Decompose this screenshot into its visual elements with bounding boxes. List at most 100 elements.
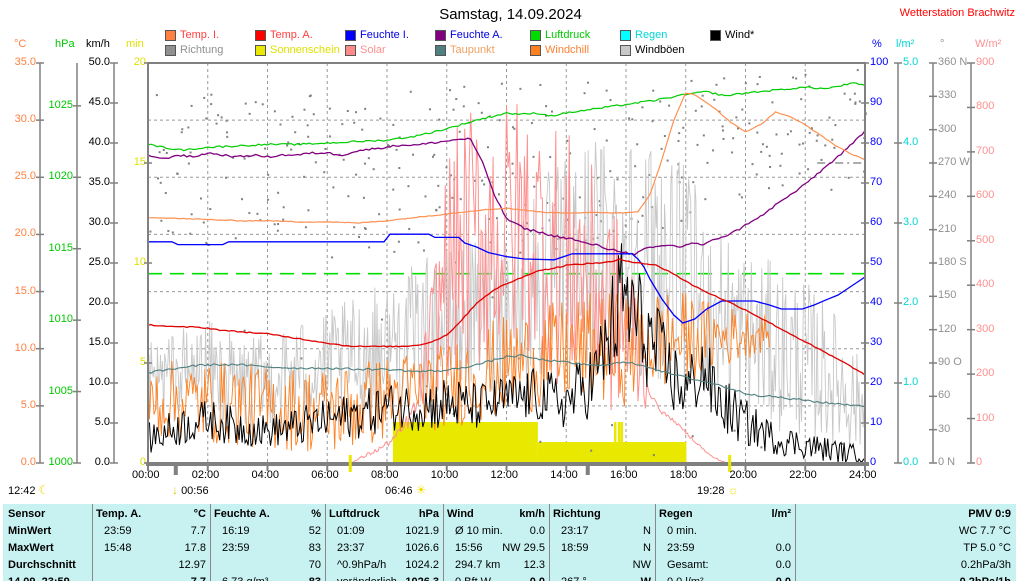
direction-dot: [609, 170, 612, 173]
cell-left: 23:37: [337, 542, 365, 554]
tick-direction_deg: 240: [938, 189, 957, 202]
cell-left: 0.0 l/m²: [667, 574, 791, 581]
direction-dot: [355, 111, 358, 114]
direction-dot: [205, 117, 208, 120]
direction-dot: [303, 175, 306, 178]
direction-dot: [200, 197, 203, 200]
direction-dot: [276, 229, 279, 232]
direction-dot: [616, 178, 619, 181]
direction-dot: [692, 181, 695, 184]
cell-right: 0.0: [775, 559, 791, 571]
direction-dot: [651, 120, 654, 123]
tick-percent: 90: [870, 96, 883, 108]
direction-dot: [781, 184, 784, 187]
cell-right: 7.7: [190, 525, 206, 537]
tick-direction_deg: 90 O: [938, 356, 962, 368]
direction-dot: [279, 123, 282, 126]
cell-right: 1021.9: [405, 525, 439, 537]
tick-solar_wm2: 0: [976, 456, 983, 468]
direction-dot: [854, 102, 857, 105]
taupunkt-swatch-icon: [435, 44, 446, 56]
direction-dot: [820, 158, 823, 161]
direction-dot: [458, 130, 461, 133]
tick-percent: 100: [870, 56, 889, 68]
tick-direction_deg: 270 W: [938, 156, 970, 168]
direction-dot: [733, 429, 736, 432]
direction-dot: [180, 131, 183, 134]
direction-dot: [735, 116, 738, 119]
direction-dot: [462, 105, 465, 108]
tick-rain_lm2: 1.0: [903, 376, 919, 388]
wind-swatch-icon: [710, 29, 721, 41]
direction-dot: [282, 206, 285, 209]
direction-dot: [332, 186, 335, 189]
direction-dot: [264, 147, 267, 150]
tick-solar_wm2: 700: [976, 144, 995, 157]
direction-dot: [513, 127, 516, 130]
tick-hpa: 1025: [48, 98, 73, 111]
axis-unit-hpa: hPa: [55, 38, 75, 50]
direction-dot: [259, 219, 262, 222]
tick-sunshine_min: 20: [133, 56, 146, 68]
direction-dot: [363, 227, 366, 230]
marker-moonset: ↓ 00:56: [172, 483, 209, 497]
x-label: 14:00: [550, 469, 578, 481]
direction-dot: [755, 173, 758, 176]
direction-dot: [518, 357, 521, 360]
direction-dot: [314, 161, 317, 164]
tick-direction_deg: 60: [938, 389, 951, 402]
direction-dot: [849, 98, 852, 101]
marker-sunset: 19:28 ☼: [697, 483, 739, 497]
tick-sunshine_min: 5: [139, 356, 146, 368]
direction-dot: [497, 193, 500, 196]
direction-dot: [328, 107, 331, 110]
direction-dot: [723, 77, 726, 80]
direction-dot: [361, 128, 364, 131]
row-label-sensor: Sensor: [8, 508, 46, 520]
sunshine-spike: [613, 422, 617, 463]
direction-dot: [210, 93, 213, 96]
direction-dot: [277, 223, 280, 226]
direction-dot: [181, 128, 184, 131]
direction-dot: [300, 357, 303, 360]
cell-right: 1026.3: [329, 574, 439, 581]
legend-item-richtung: Richtung: [165, 44, 223, 56]
x-label: 12:00: [490, 469, 519, 481]
tick-solar_wm2: 100: [976, 411, 995, 424]
direction-dot: [680, 176, 683, 179]
direction-dot: [290, 148, 293, 151]
tick-hpa: 1000: [48, 456, 73, 468]
x-label: 02:00: [191, 469, 220, 481]
row-label-minwert: MinWert: [8, 525, 52, 537]
direction-dot: [519, 87, 522, 90]
direction-dot: [786, 133, 789, 136]
direction-dot: [364, 107, 367, 110]
direction-dot: [248, 112, 251, 115]
tick-solar_wm2: 900: [976, 56, 995, 68]
legend-item-wind: Wind*: [710, 29, 754, 41]
direction-dot: [395, 148, 398, 151]
direction-dot: [417, 241, 420, 244]
cell-right: N: [643, 542, 651, 554]
direction-dot: [771, 101, 774, 104]
table-divider: [795, 504, 796, 581]
direction-dot: [303, 108, 306, 111]
direction-dot: [834, 124, 837, 127]
direction-dot: [847, 176, 850, 179]
direction-dot: [740, 196, 743, 199]
legend-label: Temp. I.: [180, 29, 220, 41]
direction-dot: [481, 179, 484, 182]
direction-dot: [768, 154, 771, 157]
tick-percent: 50: [870, 256, 883, 268]
series-wind: [147, 243, 866, 464]
cell-right: 83: [308, 542, 321, 554]
direction-dot: [210, 103, 213, 106]
direction-dot: [609, 99, 612, 102]
direction-dot: [682, 126, 685, 129]
direction-dot: [267, 198, 270, 201]
direction-dot: [660, 147, 663, 150]
direction-dot: [256, 212, 259, 215]
direction-dot: [511, 172, 514, 175]
solar-swatch-icon: [345, 44, 356, 56]
direction-dot: [226, 131, 229, 134]
